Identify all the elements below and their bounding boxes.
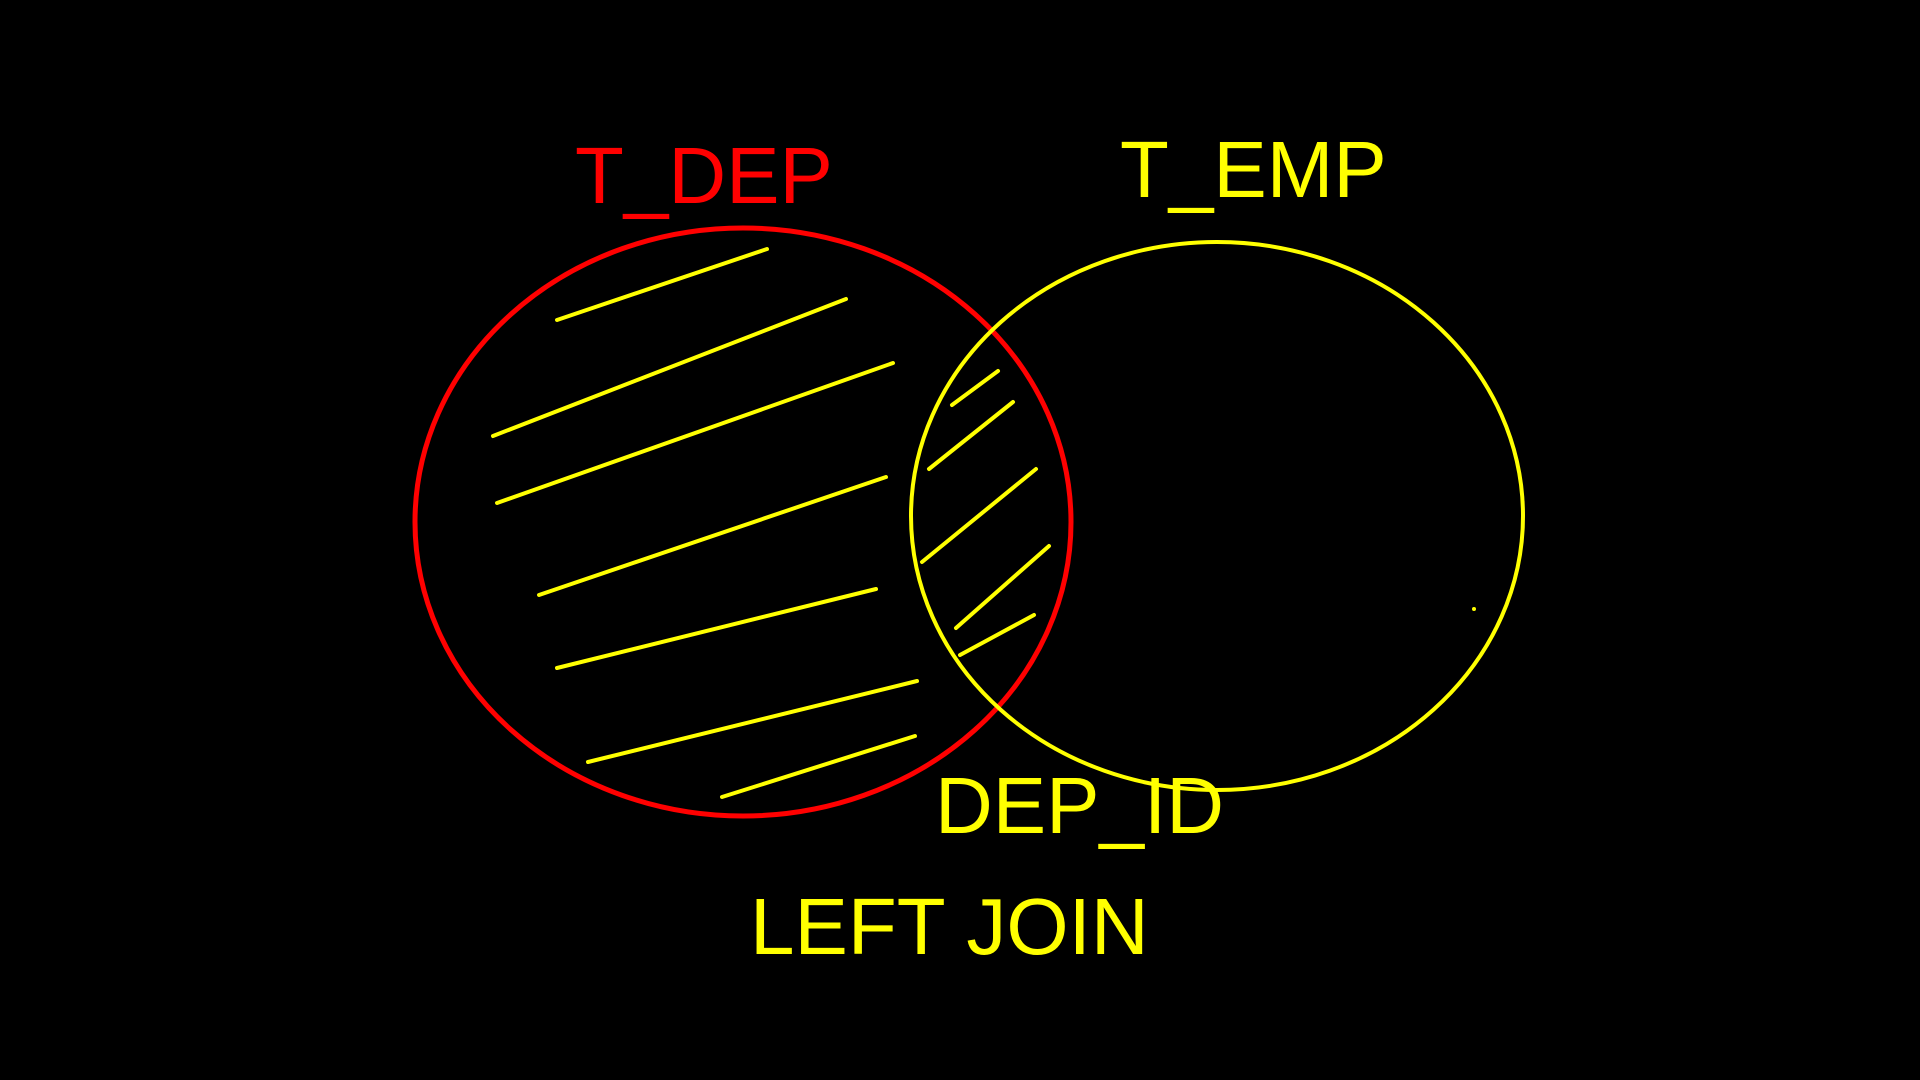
hatch-line (950, 369, 1000, 407)
left-set-circle (412, 225, 1074, 819)
hatch-line (555, 247, 769, 322)
hatch-line (537, 475, 888, 597)
right-set-label: T_EMP (1120, 125, 1387, 214)
hatch-line (927, 400, 1015, 471)
intersection-hatching (920, 369, 1051, 657)
hatch-line (555, 587, 878, 670)
join-key-label: DEP_ID (935, 761, 1224, 850)
hatch-line (720, 734, 917, 799)
hatch-line (586, 679, 919, 764)
hatch-line (920, 467, 1038, 564)
hatch-line (958, 613, 1036, 657)
hatch-line (954, 544, 1051, 630)
right-set-circle (909, 240, 1525, 792)
stray-dot (1472, 607, 1476, 611)
join-type-label: LEFT JOIN (750, 882, 1149, 971)
left-set-hatching (491, 247, 919, 799)
left-set-label: T_DEP (575, 131, 833, 220)
hatch-line (491, 297, 848, 438)
hatch-line (495, 361, 895, 505)
